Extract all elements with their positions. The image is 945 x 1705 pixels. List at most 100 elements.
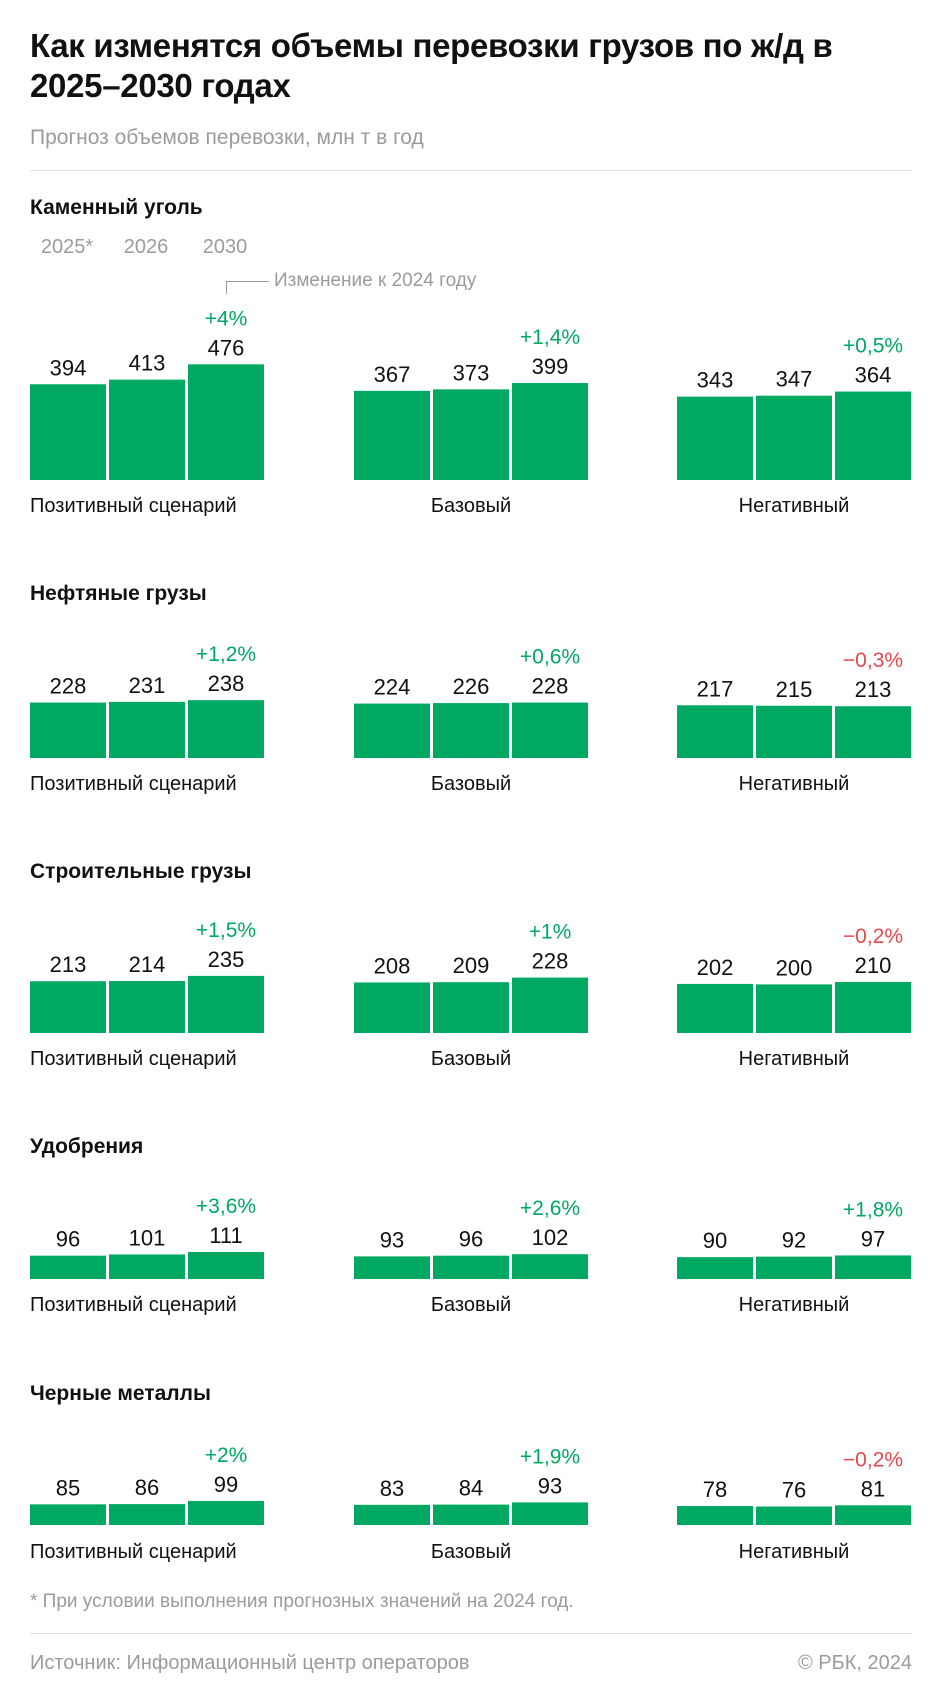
- value-label-construction-negative-1: 200: [776, 955, 813, 980]
- chart-ferrous-metals: 85 86 99 +2% 83 84 93 +1,9% 78 76 81 −0,2%: [30, 1444, 911, 1525]
- bar-oil-negative-0: [677, 705, 753, 758]
- bar-coal-positive-2: [188, 364, 264, 480]
- value-label-fertilizers-base-1: 96: [459, 1227, 483, 1252]
- value-label-coal-positive-1: 413: [129, 351, 166, 376]
- bar-fertilizers-positive-2: [188, 1252, 264, 1279]
- scenario-label-fertilizers-negative: Негативный: [738, 1294, 850, 1316]
- value-label-ferrous-metals-positive-0: 85: [56, 1475, 80, 1500]
- change-label-construction-negative: −0,2%: [843, 925, 903, 948]
- value-label-coal-negative-0: 343: [697, 368, 734, 393]
- change-label-fertilizers-positive: +3,6%: [196, 1195, 256, 1218]
- bar-coal-base-0: [354, 390, 430, 480]
- bar-construction-negative-0: [677, 983, 753, 1033]
- value-label-construction-base-1: 209: [453, 953, 490, 978]
- change-label-oil-positive: +1,2%: [196, 643, 256, 666]
- chart-construction: 213 214 235 +1,5% 208 209 228 +1% 202 200 210 −0,2%: [30, 919, 911, 1033]
- bar-fertilizers-negative-2: [835, 1255, 911, 1279]
- bar-fertilizers-positive-1: [109, 1254, 185, 1279]
- bar-construction-base-0: [354, 982, 430, 1033]
- page-title: Как изменятся объемы перевозки грузов по…: [30, 27, 833, 104]
- bar-fertilizers-base-1: [433, 1255, 509, 1279]
- value-label-coal-base-1: 373: [453, 360, 490, 385]
- scenario-label-coal-negative: Негативный: [738, 495, 850, 517]
- value-label-coal-base-2: 399: [532, 354, 569, 379]
- value-label-construction-negative-2: 210: [855, 953, 892, 978]
- section-title-fertilizers: Удобрения: [30, 1135, 144, 1158]
- footnote: * При условии выполнения прогнозных знач…: [30, 1591, 574, 1612]
- change-label-fertilizers-negative: +1,8%: [843, 1198, 903, 1221]
- chart-fertilizers: 96 101 111 +3,6% 93 96 102 +2,6% 90 92 97 +1,8%: [30, 1195, 911, 1279]
- value-label-fertilizers-negative-2: 97: [861, 1226, 885, 1251]
- year-label-2030: 2030: [202, 236, 248, 258]
- bar-oil-positive-0: [30, 702, 106, 758]
- bar-fertilizers-base-2: [512, 1254, 588, 1279]
- value-label-ferrous-metals-base-1: 84: [459, 1476, 483, 1501]
- bar-coal-positive-1: [109, 379, 185, 480]
- bar-coal-negative-0: [677, 396, 753, 480]
- year-label-2025: 2025*: [40, 236, 94, 258]
- value-label-fertilizers-negative-0: 90: [703, 1228, 727, 1253]
- scenario-label-ferrous-metals-negative: Негативный: [738, 1541, 850, 1563]
- scenario-label-coal-positive: Позитивный сценарий: [30, 495, 237, 517]
- chart-coal: 394 413 476 +4% 367 373 399 +1,4% 343 347 364 +0,5%: [30, 307, 911, 480]
- value-label-construction-positive-2: 235: [208, 947, 245, 972]
- value-label-ferrous-metals-base-2: 93: [538, 1473, 562, 1498]
- bar-construction-negative-1: [756, 984, 832, 1033]
- bar-ferrous-metals-positive-2: [188, 1500, 264, 1525]
- value-label-ferrous-metals-negative-2: 81: [861, 1476, 885, 1501]
- value-label-fertilizers-positive-0: 96: [56, 1227, 80, 1252]
- bar-oil-positive-2: [188, 700, 264, 758]
- value-label-oil-negative-2: 213: [855, 677, 892, 702]
- section-title-ferrous-metals: Черные металлы: [30, 1382, 211, 1405]
- value-label-fertilizers-positive-2: 111: [209, 1223, 242, 1248]
- bar-coal-positive-0: [30, 384, 106, 480]
- value-label-construction-negative-0: 202: [697, 955, 734, 980]
- top-divider: [30, 170, 912, 171]
- value-label-oil-positive-0: 228: [50, 674, 87, 699]
- change-label-coal-negative: +0,5%: [843, 335, 903, 358]
- change-label-ferrous-metals-positive: +2%: [205, 1444, 248, 1467]
- value-label-coal-negative-1: 347: [776, 367, 813, 392]
- bar-construction-base-1: [433, 982, 509, 1033]
- change-label-construction-positive: +1,5%: [196, 919, 256, 942]
- section-title-construction: Строительные грузы: [30, 860, 252, 883]
- bar-oil-positive-1: [109, 701, 185, 758]
- value-label-fertilizers-positive-1: 101: [129, 1225, 166, 1250]
- value-label-construction-positive-1: 214: [129, 952, 166, 977]
- change-label-ferrous-metals-negative: −0,2%: [843, 1448, 903, 1471]
- value-label-oil-positive-2: 238: [208, 671, 245, 696]
- bottom-divider: [30, 1633, 912, 1634]
- value-label-ferrous-metals-negative-0: 78: [703, 1477, 727, 1502]
- scenario-label-coal-base: Базовый: [430, 495, 512, 517]
- section-title-oil: Нефтяные грузы: [30, 582, 207, 605]
- value-label-coal-positive-0: 394: [50, 355, 87, 380]
- change-note-leader: [226, 281, 269, 294]
- value-label-ferrous-metals-positive-2: 99: [214, 1472, 238, 1497]
- bar-fertilizers-base-0: [354, 1256, 430, 1279]
- change-label-coal-base: +1,4%: [520, 326, 580, 349]
- scenario-label-fertilizers-base: Базовый: [430, 1294, 512, 1316]
- bar-oil-base-1: [433, 703, 509, 758]
- scenario-label-fertilizers-positive: Позитивный сценарий: [30, 1294, 237, 1316]
- year-label-2026: 2026: [123, 236, 169, 258]
- value-label-oil-negative-1: 215: [776, 677, 813, 702]
- bar-ferrous-metals-positive-1: [109, 1504, 185, 1525]
- bar-construction-base-2: [512, 977, 588, 1033]
- bar-coal-base-2: [512, 383, 588, 480]
- change-note: Изменение к 2024 году: [274, 270, 477, 291]
- scenario-label-construction-base: Базовый: [430, 1048, 512, 1070]
- value-label-coal-negative-2: 364: [855, 363, 892, 388]
- bar-construction-positive-0: [30, 981, 106, 1033]
- value-label-construction-base-2: 228: [532, 949, 569, 974]
- change-label-oil-negative: −0,3%: [843, 649, 903, 672]
- change-label-oil-base: +0,6%: [520, 646, 580, 669]
- value-label-ferrous-metals-positive-1: 86: [135, 1475, 159, 1500]
- bar-coal-negative-2: [835, 391, 911, 480]
- bar-construction-positive-1: [109, 980, 185, 1033]
- value-label-ferrous-metals-base-0: 83: [380, 1476, 404, 1501]
- chart-oil: 228 231 238 +1,2% 224 226 228 +0,6% 217 215 213 −0,…: [30, 643, 911, 758]
- bar-oil-negative-2: [835, 706, 911, 758]
- scenario-label-construction-negative: Негативный: [738, 1048, 850, 1070]
- bar-ferrous-metals-base-0: [354, 1504, 430, 1525]
- bar-oil-base-2: [512, 702, 588, 758]
